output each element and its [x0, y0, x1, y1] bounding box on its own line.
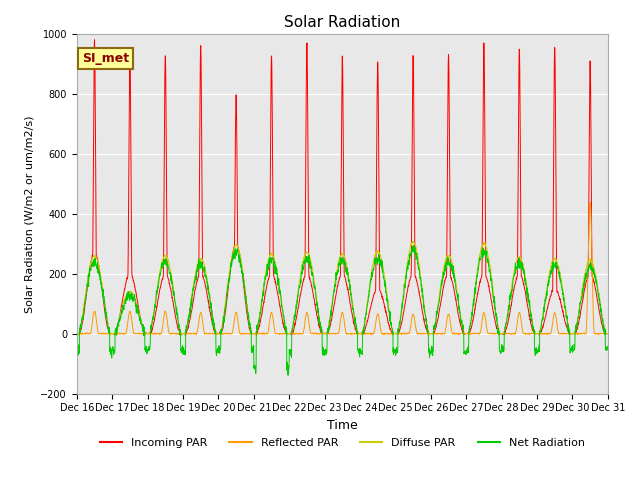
Legend: Incoming PAR, Reflected PAR, Diffuse PAR, Net Radiation: Incoming PAR, Reflected PAR, Diffuse PAR…	[95, 434, 589, 453]
Title: Solar Radiation: Solar Radiation	[284, 15, 401, 30]
Y-axis label: Solar Radiation (W/m2 or um/m2/s): Solar Radiation (W/m2 or um/m2/s)	[25, 115, 35, 312]
Text: SI_met: SI_met	[82, 52, 129, 65]
X-axis label: Time: Time	[327, 419, 358, 432]
